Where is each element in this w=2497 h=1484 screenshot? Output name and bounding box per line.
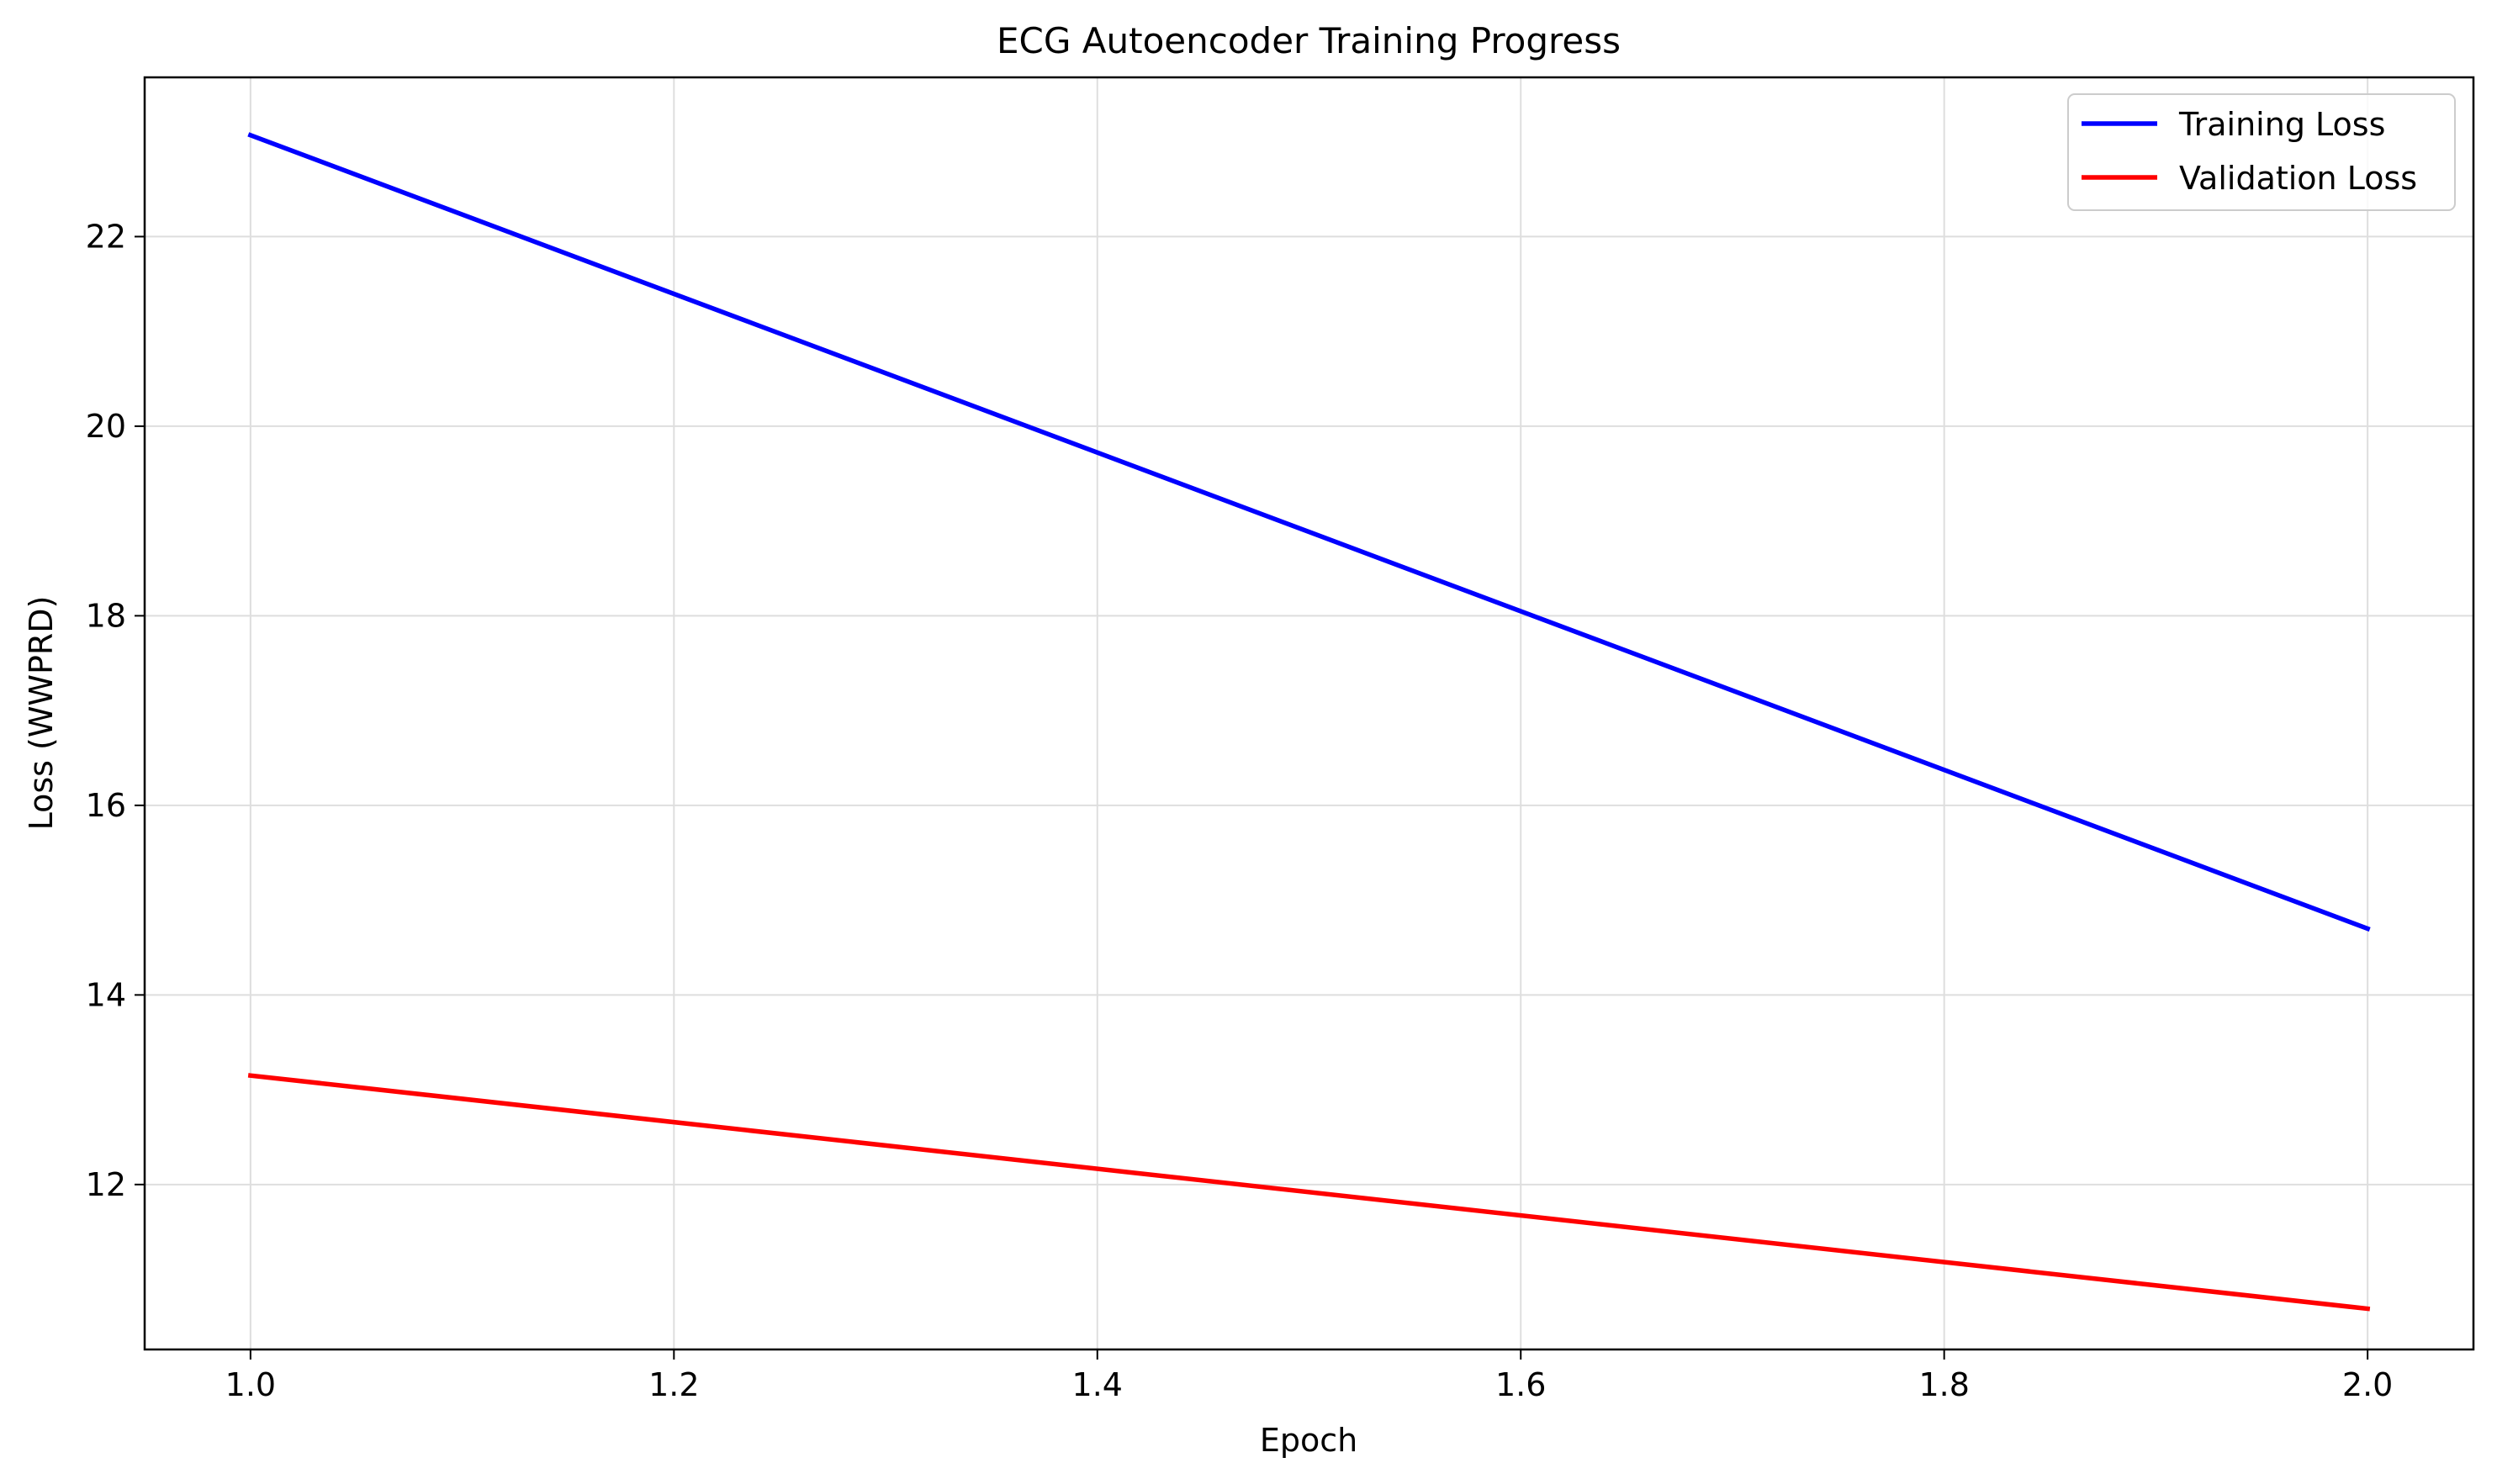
series-lines bbox=[247, 132, 2371, 1312]
x-tick-label: 1.2 bbox=[648, 1366, 699, 1403]
y-tick-label: 12 bbox=[86, 1166, 126, 1203]
x-tick-label: 2.0 bbox=[2342, 1366, 2393, 1403]
grid bbox=[145, 77, 2473, 1349]
y-tick-label: 14 bbox=[86, 976, 126, 1013]
y-tick-label: 18 bbox=[86, 597, 126, 634]
chart-title: ECG Autoencoder Training Progress bbox=[997, 20, 1621, 61]
legend-label-training-loss: Training Loss bbox=[2178, 106, 2385, 143]
legend-box bbox=[2067, 93, 2456, 211]
legend-label-validation-loss: Validation Loss bbox=[2179, 160, 2417, 197]
x-axis-label: Epoch bbox=[1260, 1422, 1357, 1459]
series-line-validation-loss bbox=[247, 1073, 2371, 1312]
y-axis-label: Loss (WWPRD) bbox=[23, 596, 60, 831]
series-line-training-loss bbox=[247, 132, 2371, 932]
x-axis-ticks: 1.0 1.2 1.4 1.6 1.8 2.0 bbox=[225, 1349, 2393, 1403]
y-tick-label: 22 bbox=[86, 218, 126, 255]
y-tick-label: 20 bbox=[86, 408, 126, 445]
y-axis-ticks: 12 14 16 18 20 22 bbox=[86, 218, 145, 1203]
x-tick-label: 1.4 bbox=[1072, 1366, 1123, 1403]
x-tick-label: 1.8 bbox=[1918, 1366, 1969, 1403]
plot-frame bbox=[143, 76, 2475, 1351]
legend: Training Loss Validation Loss bbox=[2067, 93, 2456, 211]
x-tick-label: 1.6 bbox=[1495, 1366, 1546, 1403]
y-tick-label: 16 bbox=[86, 787, 126, 824]
x-tick-label: 1.0 bbox=[225, 1366, 276, 1403]
